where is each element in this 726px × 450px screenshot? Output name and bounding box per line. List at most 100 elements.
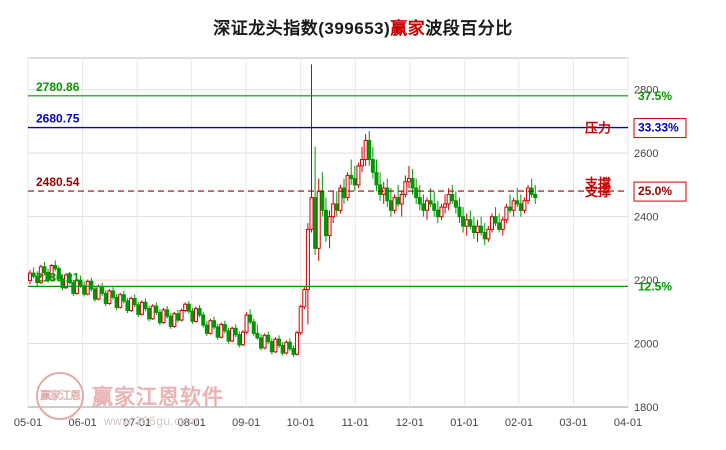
candle [179,308,184,322]
candle-body [331,203,336,218]
candle [139,300,144,316]
candle [258,334,263,351]
candle [504,203,509,223]
candle-body [414,187,419,199]
candle [49,264,54,282]
candle-body [165,309,170,317]
candle-body [526,187,531,202]
chart-title-highlight: 赢家 [390,19,426,38]
candle-body [121,294,126,302]
candle [533,184,538,204]
percent-highlight-box [633,118,687,139]
candle [183,302,188,313]
candle-body [305,228,310,291]
candle-body [222,324,227,332]
candle [132,294,137,308]
candle [67,271,72,285]
candle [161,308,166,324]
price-level-value: 2180.21 [36,270,80,284]
candle-body [85,280,90,295]
y-axis-tick-label: 2800 [634,85,658,97]
candle [486,226,491,243]
candle [374,159,379,192]
candle [103,290,108,307]
candle [244,312,249,335]
candle [410,169,415,195]
candle-body [244,314,249,333]
candle [136,301,141,317]
candle-body [60,278,65,289]
candle-body [486,228,491,240]
candle-body [461,216,466,227]
candle-body [111,290,116,298]
candle-body [31,272,36,277]
candle-body [309,197,314,230]
candle [432,191,437,217]
candle-body [349,174,354,180]
candle [360,146,365,173]
x-axis-tick-label: 01-01 [450,417,478,429]
candle-body [511,200,516,211]
candle [367,130,372,166]
candle-body [345,174,350,199]
candle [305,222,310,325]
candle-body [475,225,480,233]
x-axis-tick-label: 03-01 [559,417,587,429]
candle-body [179,310,184,321]
candle-body [132,297,137,306]
candle-body [154,305,159,313]
candle-body [143,301,148,310]
candle-body [385,187,390,202]
candle [461,207,466,233]
candle-body [172,313,177,327]
candle-body [464,219,469,227]
candle [147,305,152,322]
candle-body [457,206,462,218]
candle-body [323,209,328,237]
candle-body [175,313,180,321]
candle [53,260,58,272]
candle-body [89,280,94,290]
candle-body [273,338,278,353]
y-axis-tick-label: 2400 [634,212,658,224]
price-level-tag: 支撑 [584,184,611,199]
candle [403,175,408,198]
candle-body [428,200,433,205]
candle-body [363,139,368,161]
x-axis-tick-label: 08-01 [178,417,206,429]
candle-body [161,309,166,324]
candle [345,172,350,201]
candle-body [446,193,451,205]
candle-body [255,332,260,339]
candle [186,301,191,314]
candle-body [262,334,267,349]
candle-body [136,304,141,315]
price-level-percent: 33.33% [638,121,679,135]
candle-body [406,178,411,183]
candle-body [230,327,235,342]
candle-body [432,203,437,211]
candle-body [284,341,289,354]
candle-body [515,200,520,205]
candle [237,331,242,348]
candle-body [157,311,162,324]
candle [208,318,213,335]
candle [226,327,231,344]
candle [165,306,170,319]
candle [118,292,123,309]
candle-body [103,292,108,305]
candle-body [522,200,527,211]
candle [446,188,451,211]
candle [262,333,267,350]
candle [284,340,289,355]
candle [443,194,448,214]
candle-body [298,306,303,334]
candle [482,222,487,246]
candle-body [399,193,404,205]
candle [42,261,47,276]
candle [248,309,253,325]
candle-body [334,203,339,211]
candle [323,197,328,243]
candle [327,210,332,249]
